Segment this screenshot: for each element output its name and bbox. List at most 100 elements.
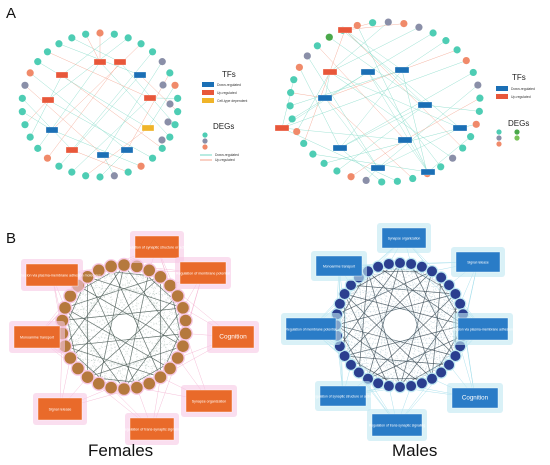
deg-node-a-female	[18, 108, 26, 116]
edge-b-female	[64, 264, 125, 347]
gene-node-b-male	[338, 349, 351, 363]
deg-node-a-female	[43, 48, 52, 56]
edge-a-male-tf	[339, 104, 426, 149]
deg-node-a-male	[378, 178, 386, 186]
gene-node-b-male	[415, 377, 429, 390]
deg-node-a-female	[26, 69, 34, 77]
edge-a-female	[147, 85, 176, 129]
edge-a-male	[342, 30, 461, 129]
edge-b-male	[431, 271, 442, 373]
edge-a-female	[85, 34, 101, 63]
edge-b-male	[336, 263, 412, 336]
term-label-b-female: Regulation of trans-synaptic signaling	[122, 428, 182, 432]
tf-box-a-male	[452, 124, 468, 132]
deg-node-a-female	[171, 121, 179, 129]
legend-a-male: TFs Down-regulated Up-regulated DEGs	[496, 73, 535, 147]
edge-b-male	[367, 271, 464, 315]
tf-box-a-male	[420, 168, 436, 176]
term-label-b-male: Monoamine transport	[323, 265, 355, 269]
legend-tf-dependent: Cell-type dependent	[217, 99, 247, 103]
gene-node-b-female	[175, 300, 191, 316]
term-box-b-female	[129, 417, 175, 441]
term-box-b-male	[451, 387, 499, 409]
edge-b-female	[64, 345, 161, 378]
edge-a-male	[329, 27, 420, 73]
gene-node-b-female	[170, 350, 185, 366]
edge-a-male	[324, 49, 458, 99]
deg-node-a-male	[300, 139, 308, 148]
term-box-b-male	[371, 413, 423, 437]
edge-b-female	[64, 333, 186, 347]
deg-node-a-male	[384, 18, 392, 26]
deg-node-a-male	[467, 133, 475, 141]
gene-node-b-female	[116, 257, 132, 273]
edge-b-male	[399, 271, 433, 388]
edge-b-male	[344, 263, 390, 357]
edge-b-male	[339, 262, 401, 347]
edge-b-male	[421, 266, 450, 365]
tf-box-a-female	[143, 94, 157, 102]
gene-node-b-female	[153, 369, 168, 385]
panel-b-letter: B	[6, 230, 16, 247]
deg-node-a-female	[124, 34, 132, 42]
edge-b-male	[388, 263, 464, 336]
tf-box-a-male	[337, 26, 353, 34]
edge-b-male	[377, 266, 450, 365]
edge-b-female	[123, 264, 184, 347]
edge-a-female	[22, 98, 73, 151]
edge-b-male	[358, 277, 369, 379]
legend-deg-teal	[202, 132, 208, 138]
edge-b-male	[336, 270, 433, 315]
edge-b-male	[336, 314, 412, 387]
term-label-b-male: Cognition	[462, 395, 489, 402]
gene-node-b-male	[393, 380, 407, 394]
deg-node-a-female	[68, 168, 76, 176]
tf-box-a-male	[394, 66, 410, 74]
deg-node-a-female	[26, 133, 34, 141]
edge-b-female	[110, 266, 161, 378]
gene-node-b-female	[57, 300, 73, 316]
gene-node-b-male	[453, 297, 467, 310]
gene-node-b-male	[415, 260, 429, 273]
deg-node-a-female	[171, 81, 179, 89]
term-box-b-male	[319, 385, 367, 407]
edge-a-female	[29, 74, 63, 138]
gene-node-b-female	[91, 376, 106, 391]
edge-b-male	[339, 335, 464, 347]
edge-a-male	[424, 104, 480, 112]
tf-box-a-female	[93, 58, 107, 66]
legend-male-tf-up: Up-regulated	[511, 95, 531, 99]
edge-a-female	[102, 61, 163, 156]
legend-male-deg-teal	[496, 129, 502, 135]
edge-b-female	[98, 264, 125, 384]
edge-a-male-tf	[324, 97, 379, 169]
edge-a-female	[102, 154, 115, 176]
deg-node-a-female	[137, 162, 145, 170]
deg-node-a-male	[437, 163, 445, 171]
edge-b-male	[339, 277, 442, 347]
gene-node-b-female	[178, 326, 193, 341]
edge-a-male	[377, 84, 479, 169]
term-box-b-female	[179, 261, 227, 285]
gene-node-b-female	[178, 313, 193, 328]
edge-a-female	[61, 34, 115, 76]
edge-b-male	[358, 271, 369, 373]
tf-box-a-male	[360, 68, 376, 76]
edge-a-male	[307, 55, 379, 169]
edge-b-male-term	[338, 265, 352, 365]
term-box-b-male	[315, 255, 363, 277]
edge-a-female	[71, 51, 153, 151]
deg-node-a-female	[166, 133, 174, 141]
deg-node-a-female	[174, 94, 182, 102]
legend-male-deg-green	[514, 129, 520, 135]
edge-b-male	[358, 345, 461, 373]
deg-node-a-male	[476, 94, 484, 102]
gene-node-b-female	[116, 381, 132, 397]
deg-node-a-female	[34, 58, 42, 66]
edge-a-male	[312, 153, 429, 173]
edge-a-male-tf	[367, 71, 429, 173]
term-box-b-female	[134, 235, 180, 259]
edge-a-male	[324, 97, 413, 179]
edge-a-female	[51, 129, 142, 167]
deg-node-a-male	[369, 19, 377, 27]
